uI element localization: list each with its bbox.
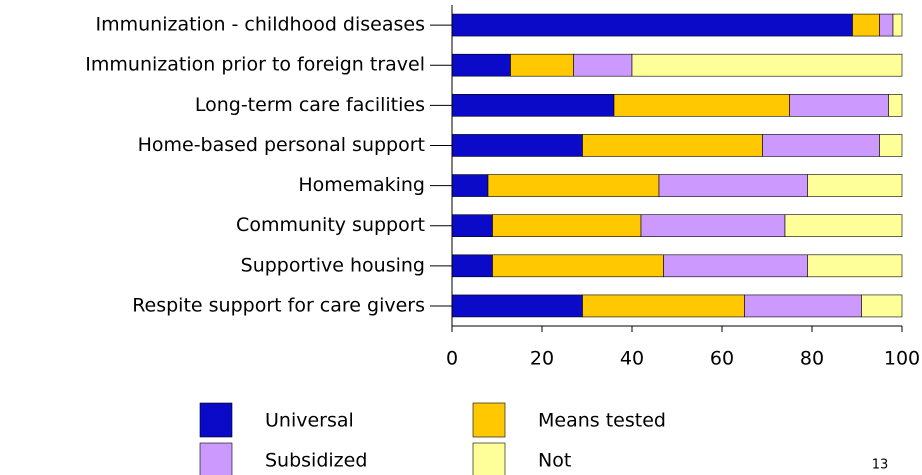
bar-segment — [451, 134, 583, 157]
y-tick-label: Immunization prior to foreign travel — [85, 54, 425, 76]
x-tick-label: 80 — [800, 348, 824, 370]
bar-segment — [784, 214, 903, 237]
y-tick-label: Long-term care facilities — [195, 94, 425, 116]
y-tick-label: Supportive housing — [241, 254, 425, 276]
bar-segment — [789, 94, 889, 117]
bar-segment — [888, 94, 903, 117]
bar-segment — [451, 174, 489, 197]
legend-swatch — [472, 402, 506, 438]
legend-label: Means tested — [538, 410, 666, 432]
x-tick-label: 0 — [446, 348, 458, 370]
bar-segment — [744, 294, 862, 318]
bar-segment — [451, 94, 615, 117]
legend-swatch — [199, 402, 233, 438]
bar-segment — [451, 294, 583, 318]
bar-segment — [492, 214, 642, 237]
bar-segment — [640, 214, 786, 237]
bar-segment — [451, 214, 493, 237]
y-tick-label: Immunization - childhood diseases — [96, 14, 426, 36]
bar-segment — [807, 254, 903, 278]
bar-segment — [582, 134, 763, 157]
y-tick-label: Home-based personal support — [138, 134, 425, 156]
bar-segment — [631, 53, 903, 77]
bar-segment — [658, 174, 808, 197]
bar-segment — [879, 134, 903, 157]
legend-swatch — [199, 442, 233, 475]
bar-segment — [451, 254, 493, 278]
y-tick-label: Homemaking — [298, 174, 425, 196]
bar-segment — [762, 134, 880, 157]
bar-segment — [663, 254, 808, 278]
bar-segment — [573, 53, 633, 77]
bar-segment — [582, 294, 745, 318]
bar-segment — [861, 294, 903, 318]
y-tick-label: Community support — [236, 214, 425, 236]
bar-segment — [451, 53, 511, 77]
bar-segment — [510, 53, 574, 77]
legend-label: Universal — [265, 410, 354, 432]
x-tick-label: 40 — [620, 348, 644, 370]
x-tick-label: 60 — [710, 348, 734, 370]
x-tick-label: 100 — [884, 348, 920, 370]
y-tick-label: Respite support for care givers — [132, 294, 425, 316]
legend-swatch — [472, 442, 506, 475]
page-number: 13 — [872, 458, 889, 473]
bar-segment — [451, 13, 853, 37]
legend-label: Subsidized — [265, 450, 367, 472]
bar-segment — [892, 13, 903, 37]
bar-segment — [613, 94, 790, 117]
bar-segment — [879, 13, 894, 37]
bar-segment — [492, 254, 664, 278]
x-tick-label: 20 — [530, 348, 554, 370]
bar-segment — [487, 174, 660, 197]
bar-segment — [807, 174, 903, 197]
legend-label: Not — [538, 450, 571, 472]
bar-segment — [852, 13, 880, 37]
